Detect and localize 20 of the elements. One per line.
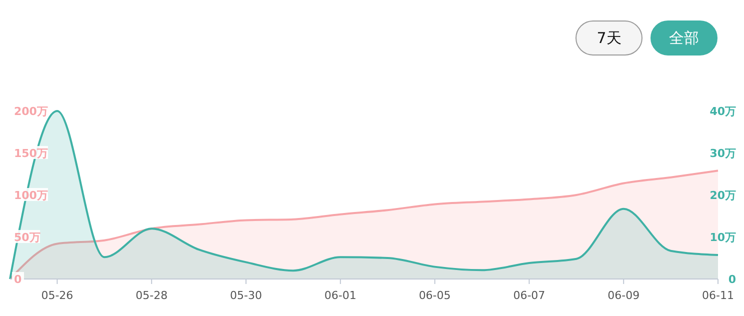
y-tick-label: 0 [14,273,22,286]
button: 7天 [576,20,642,56]
x-tick-label: 06-11 [702,289,734,302]
y2-tick-label: 20万 [710,189,736,202]
y-tick-label: 100万 [14,189,48,202]
y2-tick-label: 10万 [710,231,736,244]
x-tick-label: 06-07 [513,289,546,302]
x-tick-label: 05-28 [136,289,168,302]
y2-tick-label: 40万 [710,105,736,118]
x-tick-label: 06-01 [324,289,356,302]
x-tick-label: 06-05 [418,289,451,302]
y-tick-label: 200万 [14,105,48,118]
x-tick-label: 05-26 [41,289,74,302]
button: 全部 [650,20,718,56]
x-tick-label: 06-09 [608,289,640,302]
y2-tick-label: 30万 [710,147,736,160]
y-tick-label: 150万 [14,147,48,160]
x-tick-label: 05-30 [230,289,262,302]
y-tick-label: 50万 [14,231,40,244]
y2-tick-label: 0 [728,273,736,286]
